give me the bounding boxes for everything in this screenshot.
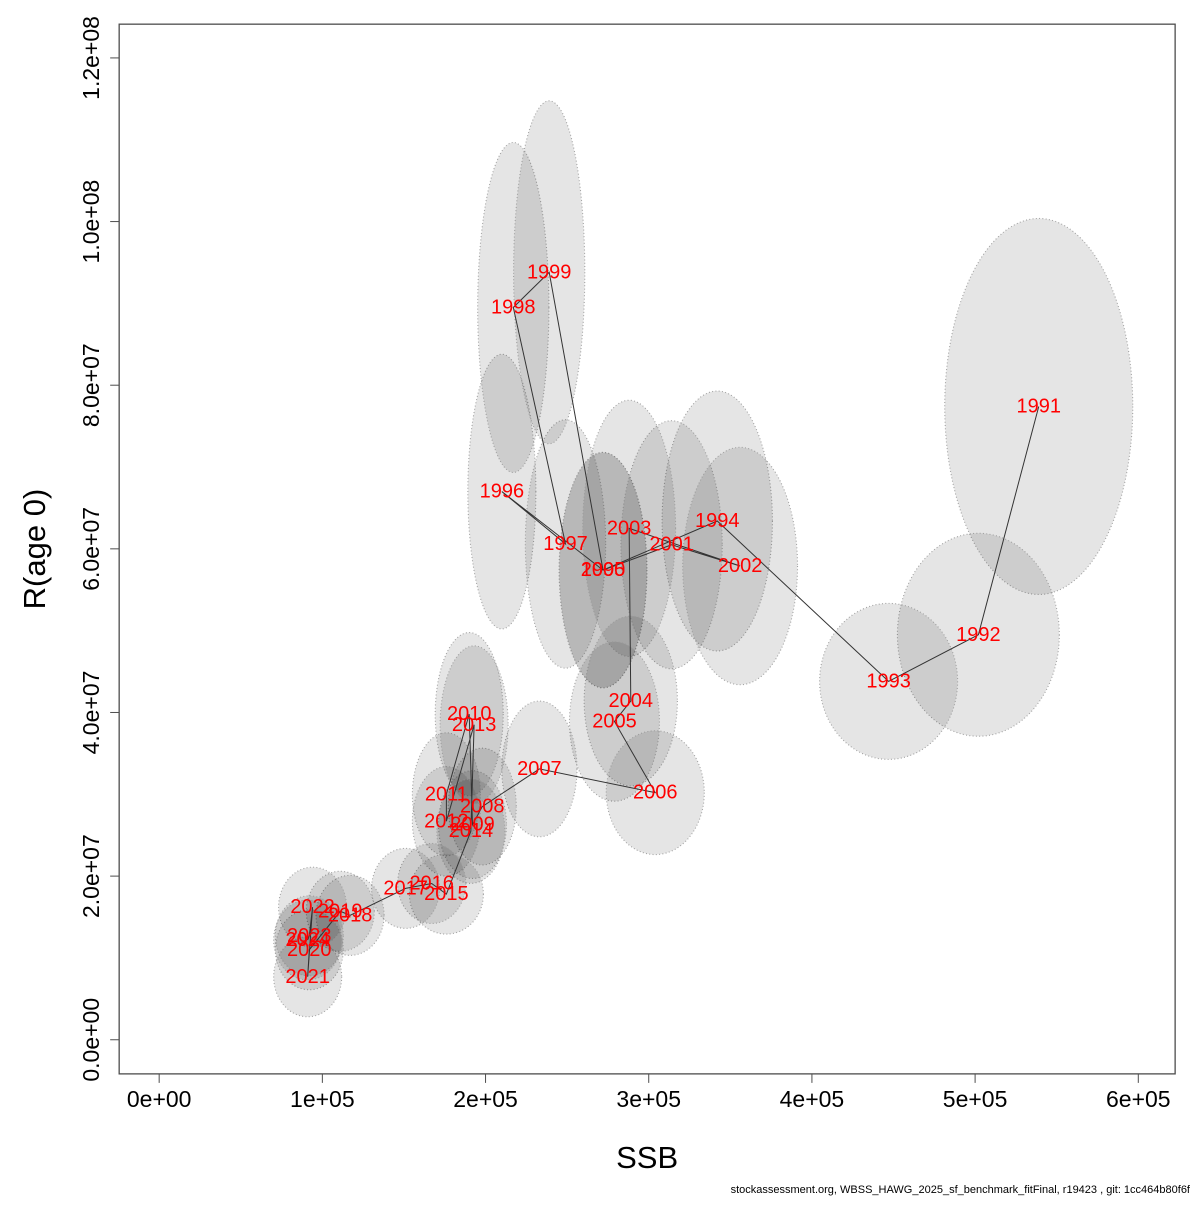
svg-text:1998: 1998 [491,296,536,318]
svg-text:1992: 1992 [956,624,1001,646]
svg-text:1.2e+08: 1.2e+08 [78,16,104,100]
svg-text:2011: 2011 [425,783,468,805]
svg-text:2001: 2001 [649,534,694,556]
svg-text:2002: 2002 [718,555,763,577]
svg-text:1997: 1997 [543,533,588,555]
svg-text:4.0e+07: 4.0e+07 [78,671,104,755]
svg-text:1996: 1996 [480,481,525,503]
svg-text:2e+05: 2e+05 [453,1086,518,1112]
svg-text:2021: 2021 [285,966,330,988]
svg-text:8.0e+07: 8.0e+07 [78,343,104,427]
svg-text:4e+05: 4e+05 [780,1086,845,1112]
svg-text:stockassessment.org, WBSS_HAWG: stockassessment.org, WBSS_HAWG_2025_sf_b… [731,1184,1191,1196]
svg-text:2013: 2013 [452,714,497,736]
svg-text:6e+05: 6e+05 [1106,1086,1171,1112]
svg-text:2.0e+07: 2.0e+07 [78,834,104,918]
svg-text:1991: 1991 [1017,395,1062,417]
svg-text:2024: 2024 [285,929,330,951]
svg-text:SSB: SSB [616,1140,678,1175]
svg-text:0.0e+00: 0.0e+00 [78,998,104,1082]
svg-text:0e+00: 0e+00 [127,1086,192,1112]
svg-text:1994: 1994 [695,510,740,532]
svg-text:5e+05: 5e+05 [943,1086,1008,1112]
svg-text:6.0e+07: 6.0e+07 [78,507,104,591]
svg-text:1993: 1993 [866,670,911,692]
svg-text:2005: 2005 [592,710,637,732]
svg-text:2004: 2004 [609,690,654,712]
svg-text:1e+05: 1e+05 [290,1086,355,1112]
svg-text:2006: 2006 [633,782,678,804]
svg-text:2000: 2000 [581,559,626,581]
svg-text:2022: 2022 [290,896,335,918]
svg-text:2007: 2007 [517,758,562,780]
svg-text:3e+05: 3e+05 [616,1086,681,1112]
svg-text:2014: 2014 [449,820,494,842]
svg-text:2003: 2003 [607,517,652,539]
svg-text:2017: 2017 [383,877,428,899]
svg-text:R(age 0): R(age 0) [17,489,52,610]
svg-text:1999: 1999 [527,261,572,283]
svg-text:1.0e+08: 1.0e+08 [78,180,104,264]
